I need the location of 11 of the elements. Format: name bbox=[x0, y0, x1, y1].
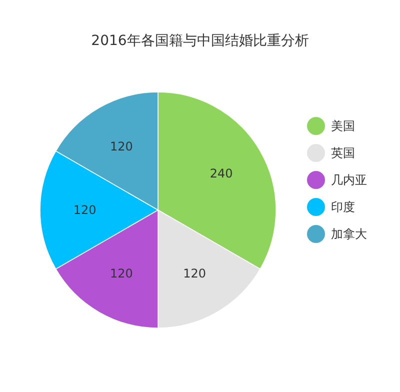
legend-label: 美国 bbox=[331, 119, 355, 133]
data-label: 240 bbox=[210, 166, 233, 180]
legend-label: 几内亚 bbox=[331, 173, 367, 187]
legend-label: 英国 bbox=[331, 146, 355, 160]
data-label: 120 bbox=[183, 266, 206, 280]
data-label: 120 bbox=[73, 203, 96, 217]
chart-title: 2016年各国籍与中国结婚比重分析 bbox=[91, 33, 309, 49]
legend-label: 加拿大 bbox=[331, 227, 367, 241]
legend-label: 印度 bbox=[331, 200, 355, 214]
data-label: 120 bbox=[110, 266, 133, 280]
data-label: 120 bbox=[110, 140, 133, 154]
